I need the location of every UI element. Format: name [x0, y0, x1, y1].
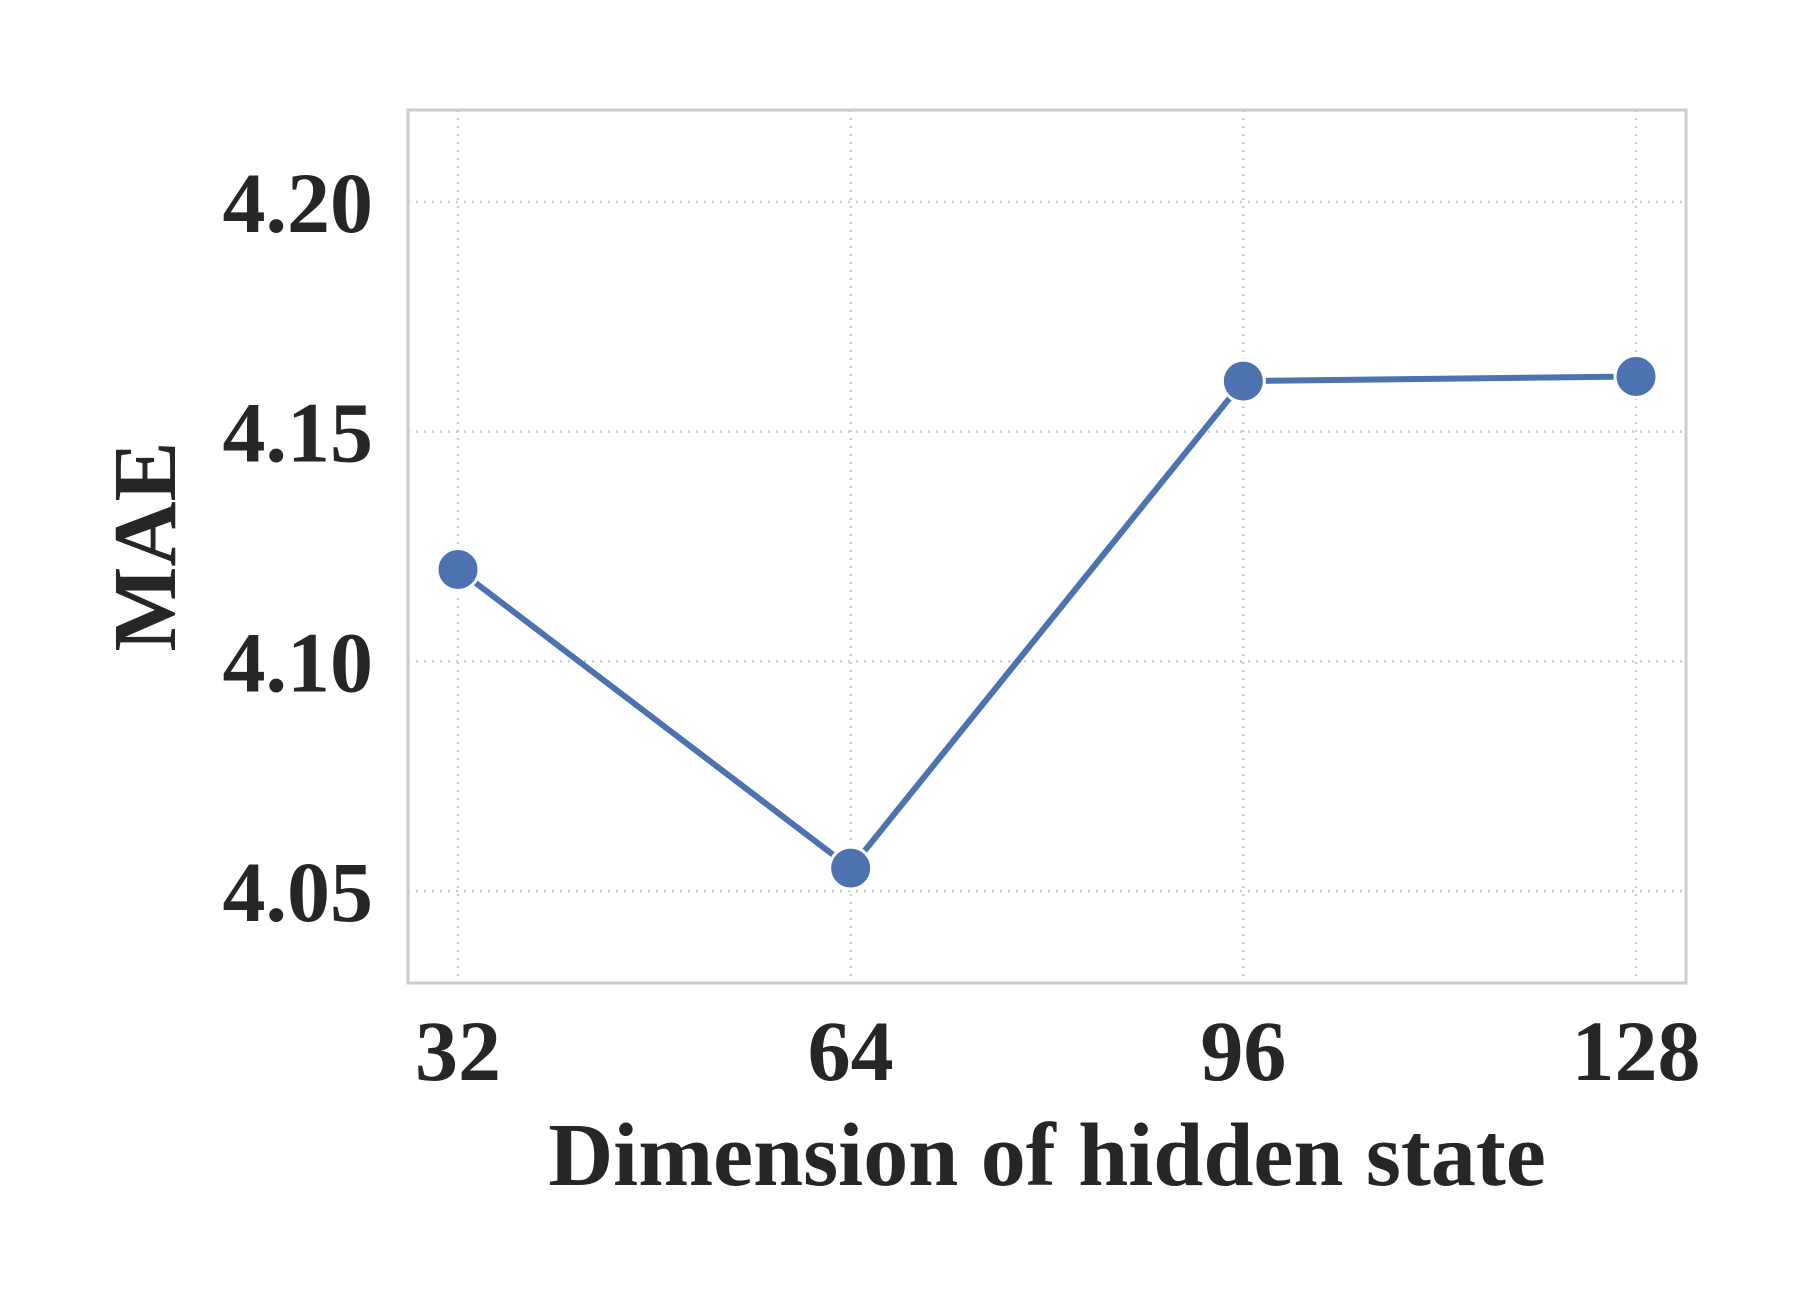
series-layer [435, 353, 1659, 891]
grid-layer [408, 110, 1686, 983]
data-point [435, 546, 481, 592]
data-point [1613, 353, 1659, 399]
y-tick-label: 4.05 [223, 844, 374, 940]
x-tick-labels: 32 64 96 128 [415, 1003, 1701, 1099]
x-tick-label: 128 [1572, 1003, 1701, 1099]
series-line [455, 373, 1639, 872]
x-tick-label: 96 [1200, 1003, 1286, 1099]
x-axis-title: Dimension of hidden state [548, 1106, 1546, 1205]
y-tick-label: 4.20 [223, 155, 374, 251]
x-tick-label: 64 [808, 1003, 894, 1099]
y-tick-label: 4.15 [223, 385, 374, 481]
data-point [828, 845, 874, 891]
y-tick-labels: 4.05 4.10 4.15 4.20 [223, 155, 374, 940]
y-axis-title: MAE [96, 442, 195, 652]
x-tick-label: 32 [415, 1003, 501, 1099]
y-tick-label: 4.10 [223, 614, 374, 710]
plot-frame [406, 108, 1688, 985]
data-point [1220, 358, 1266, 404]
